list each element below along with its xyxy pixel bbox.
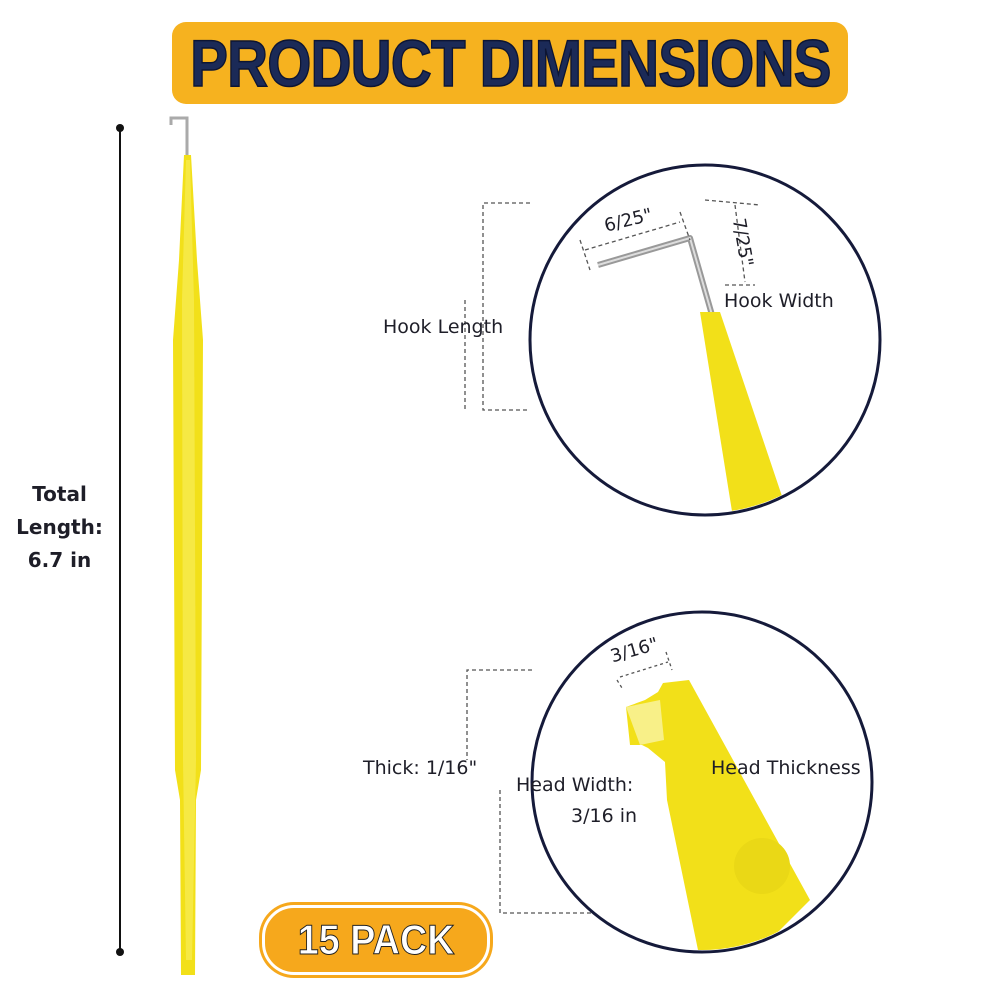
head-bracket-bottom	[499, 790, 595, 914]
title-banner: PRODUCT DIMENSIONS	[172, 22, 848, 104]
total-length-line2: Length:	[16, 515, 103, 539]
title-text: PRODUCT DIMENSIONS	[189, 25, 832, 101]
head-thickness-label: Head Thickness	[711, 757, 861, 779]
total-length-line1: Total	[32, 482, 87, 506]
total-length-line	[116, 124, 124, 956]
head-width-value: 3/16 in	[571, 805, 638, 827]
head-bracket-top	[466, 669, 532, 760]
hook-wire	[169, 116, 189, 160]
pack-badge: 15 PACK	[262, 905, 490, 975]
total-length-value: 6.7 in	[27, 548, 92, 572]
thick-label: Thick: 1/16"	[363, 757, 478, 779]
hook-length-label: Hook Length	[383, 316, 504, 338]
hook-length-bracket	[482, 202, 530, 411]
pack-badge-text: 15 PACK	[297, 916, 455, 964]
hook-detail-circle	[528, 163, 882, 517]
total-length-label: Total Length: 6.7 in	[12, 478, 107, 577]
head-width-label: Head Width:	[516, 774, 634, 796]
head-detail-circle	[530, 610, 874, 954]
hook-width-label: Hook Width	[724, 290, 834, 312]
tool-full	[169, 116, 203, 975]
